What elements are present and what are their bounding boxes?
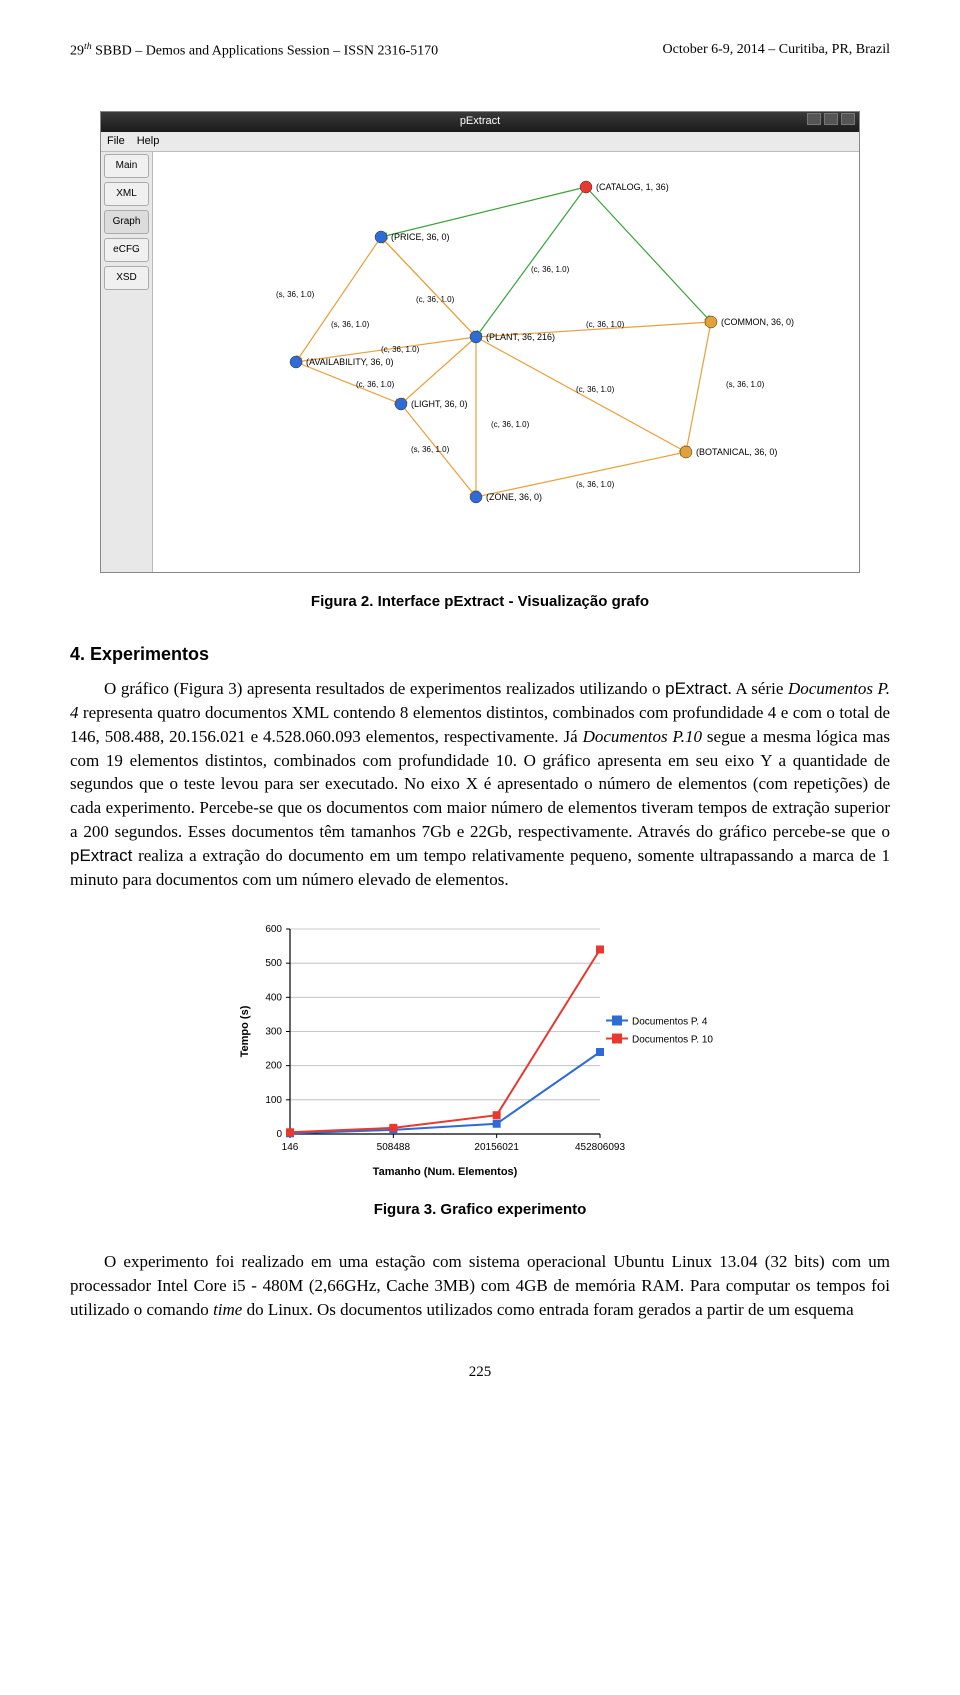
header-left-rest: SBBD – Demos and Applications Session – …: [92, 44, 439, 59]
p2c: do Linux. Os documentos utilizados como …: [242, 1300, 853, 1319]
tab-xsd[interactable]: XSD: [104, 266, 149, 290]
svg-text:Documentos P. 10: Documentos P. 10: [632, 1035, 713, 1046]
window-titlebar: pExtract: [101, 112, 859, 131]
pextract-window: pExtract File Help Main XML Graph eCFG X…: [100, 111, 860, 573]
header-left-prefix: 29: [70, 44, 84, 59]
header-left: 29th SBBD – Demos and Applications Sessi…: [70, 40, 438, 61]
p2b: time: [213, 1300, 242, 1319]
svg-text:(AVAILABILITY, 36, 0): (AVAILABILITY, 36, 0): [306, 357, 394, 367]
menu-file[interactable]: File: [107, 134, 125, 149]
svg-text:452806093: 452806093: [575, 1142, 625, 1153]
window-buttons: [807, 113, 855, 125]
running-header: 29th SBBD – Demos and Applications Sessi…: [70, 40, 890, 61]
p1h: pExtract: [70, 846, 132, 865]
svg-text:300: 300: [265, 1027, 282, 1038]
svg-text:(s, 36, 1.0): (s, 36, 1.0): [331, 320, 370, 329]
figure2-caption: Figura 2. Interface pExtract - Visualiza…: [70, 591, 890, 612]
svg-text:20156021: 20156021: [474, 1142, 519, 1153]
tab-xml[interactable]: XML: [104, 182, 149, 206]
svg-text:(s, 36, 1.0): (s, 36, 1.0): [576, 480, 615, 489]
svg-text:400: 400: [265, 993, 282, 1004]
svg-text:(c, 36, 1.0): (c, 36, 1.0): [491, 420, 530, 429]
svg-text:(s, 36, 1.0): (s, 36, 1.0): [726, 380, 765, 389]
line-chart-svg: 0 100 200 300 400 500 600 146 508488 20156021 4528…: [230, 919, 730, 1189]
svg-text:(ZONE, 36, 0): (ZONE, 36, 0): [486, 492, 542, 502]
menu-help[interactable]: Help: [137, 134, 160, 149]
section-title: 4. Experimentos: [70, 642, 890, 667]
p1b: pExtract: [665, 679, 727, 698]
p1i: realiza a extração do documento em um te…: [70, 846, 890, 889]
svg-text:0: 0: [276, 1129, 282, 1140]
header-right: October 6-9, 2014 – Curitiba, PR, Brazil: [663, 40, 890, 61]
svg-text:(CATALOG, 1, 36): (CATALOG, 1, 36): [596, 182, 669, 192]
p1a: O gráfico (Figura 3) apresenta resultado…: [104, 679, 665, 698]
svg-text:(c, 36, 1.0): (c, 36, 1.0): [586, 320, 625, 329]
close-icon[interactable]: [841, 113, 855, 125]
window-title: pExtract: [460, 115, 500, 127]
svg-text:(s, 36, 1.0): (s, 36, 1.0): [411, 445, 450, 454]
svg-text:500: 500: [265, 959, 282, 970]
svg-text:600: 600: [265, 924, 282, 935]
svg-text:(c, 36, 1.0): (c, 36, 1.0): [576, 385, 615, 394]
svg-text:(PLANT, 36, 216): (PLANT, 36, 216): [486, 332, 555, 342]
p1f: Documentos P.10: [583, 727, 702, 746]
svg-text:(c, 36, 1.0): (c, 36, 1.0): [356, 380, 395, 389]
svg-text:508488: 508488: [377, 1142, 411, 1153]
svg-text:Documentos P. 4: Documentos P. 4: [632, 1017, 708, 1028]
svg-text:(c, 36, 1.0): (c, 36, 1.0): [416, 295, 455, 304]
minimize-icon[interactable]: [807, 113, 821, 125]
tab-ecfg[interactable]: eCFG: [104, 238, 149, 262]
p1c: . A série: [728, 679, 788, 698]
svg-text:200: 200: [265, 1061, 282, 1072]
figure3-caption: Figura 3. Grafico experimento: [70, 1199, 890, 1220]
menubar: File Help: [101, 132, 859, 152]
header-left-sup: th: [84, 41, 92, 52]
svg-text:Tamanho (Num. Elementos): Tamanho (Num. Elementos): [373, 1166, 518, 1178]
svg-text:(COMMON, 36, 0): (COMMON, 36, 0): [721, 317, 794, 327]
svg-text:(s, 36, 1.0): (s, 36, 1.0): [276, 290, 315, 299]
svg-text:(PRICE, 36, 0): (PRICE, 36, 0): [391, 232, 450, 242]
svg-text:Tempo (s): Tempo (s): [239, 1006, 251, 1058]
svg-text:100: 100: [265, 1095, 282, 1106]
svg-text:(LIGHT, 36, 0): (LIGHT, 36, 0): [411, 399, 468, 409]
tab-graph[interactable]: Graph: [104, 210, 149, 234]
graph-svg: (c, 36, 1.0) (c, 36, 1.0) (s, 36, 1.0) (s, …: [153, 152, 859, 572]
graph-canvas[interactable]: (c, 36, 1.0) (c, 36, 1.0) (s, 36, 1.0) (s, …: [153, 152, 859, 572]
paragraph-2: O experimento foi realizado em uma estaç…: [70, 1250, 890, 1321]
paragraph-1: O gráfico (Figura 3) apresenta resultado…: [70, 677, 890, 891]
page-number: 225: [70, 1362, 890, 1383]
svg-text:146: 146: [282, 1142, 299, 1153]
side-tabs: Main XML Graph eCFG XSD: [101, 152, 153, 572]
maximize-icon[interactable]: [824, 113, 838, 125]
tab-main[interactable]: Main: [104, 154, 149, 178]
svg-text:(BOTANICAL, 36, 0): (BOTANICAL, 36, 0): [696, 447, 777, 457]
svg-text:(c, 36, 1.0): (c, 36, 1.0): [381, 345, 420, 354]
chart-figure: 0 100 200 300 400 500 600 146 508488 20156021 4528…: [230, 919, 730, 1189]
svg-text:(c, 36, 1.0): (c, 36, 1.0): [531, 265, 570, 274]
app-body: Main XML Graph eCFG XSD (c, 36, 1.0)(c, …: [101, 152, 859, 572]
